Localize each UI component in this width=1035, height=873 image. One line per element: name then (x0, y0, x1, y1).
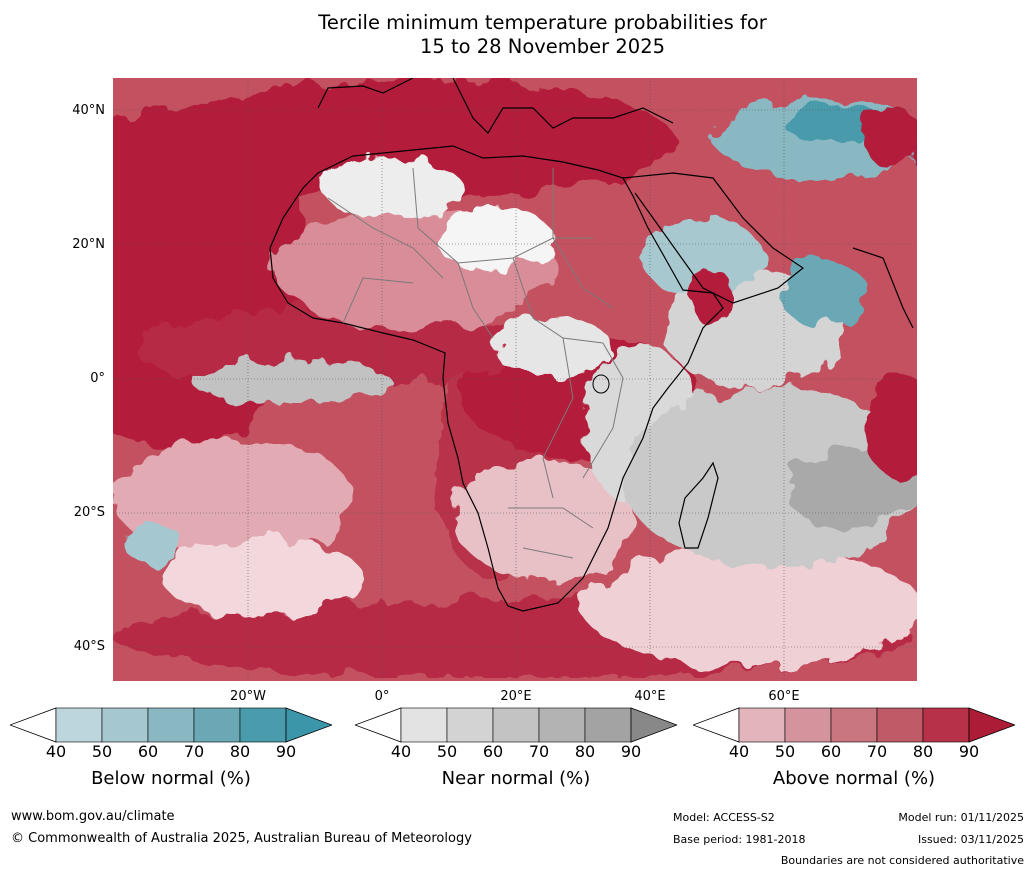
colorbar-tick-label: 70 (866, 742, 888, 761)
colorbar-tick-label: 80 (229, 742, 251, 761)
footer-base-period: Base period: 1981-2018 (673, 833, 806, 846)
colorbar-segment (101, 707, 149, 743)
footer-copyright: © Commonwealth of Australia 2025, Austra… (11, 831, 472, 846)
footer-model: Model: ACCESS-S2 (673, 811, 775, 824)
footer-disclaimer: Boundaries are not considered authoritat… (780, 854, 1024, 867)
probability-fields (113, 78, 917, 678)
colorbar-segment (922, 707, 970, 743)
colorbar-above-normal (693, 707, 1015, 743)
colorbar-segment (147, 707, 195, 743)
colorbar-title-below: Below normal (%) (91, 768, 251, 789)
colorbar-segment (239, 707, 287, 743)
africa-coastline (269, 145, 724, 612)
colorbar-tick-label: 90 (620, 742, 642, 761)
footer-issued: Issued: 03/11/2025 (917, 833, 1024, 846)
colorbar-segment (492, 707, 540, 743)
colorbar-extend-high (630, 707, 677, 743)
colorbar-tick-label: 80 (574, 742, 596, 761)
colorbar-tick-label: 70 (183, 742, 205, 761)
lat-label-20s: 20°S (73, 505, 105, 520)
colorbar-tick-label: 80 (912, 742, 934, 761)
colorbar-segment (876, 707, 924, 743)
colorbar-tick-label: 60 (820, 742, 842, 761)
colorbar-segment (538, 707, 586, 743)
lon-label-40e: 40°E (634, 689, 666, 704)
colorbar-extend-high (285, 707, 332, 743)
lake-victoria (592, 374, 610, 394)
colorbar-segment (830, 707, 878, 743)
country-borders (327, 167, 624, 559)
arabia-coastline (622, 172, 805, 304)
lat-label-20n: 20°N (72, 237, 105, 252)
colorbar-segment (446, 707, 494, 743)
map-title-line2: 15 to 28 November 2025 (419, 35, 666, 58)
lat-label-0: 0° (90, 371, 105, 386)
colorbar-tick-label: 60 (482, 742, 504, 761)
colorbar-tick-label: 50 (91, 742, 113, 761)
probability-map (113, 78, 917, 681)
colorbar-tick-label: 40 (390, 742, 412, 761)
india-coastline (852, 247, 914, 329)
colorbar-tick-label: 50 (436, 742, 458, 761)
colorbar-tick-label: 90 (958, 742, 980, 761)
colorbar-tick-label: 70 (528, 742, 550, 761)
colorbar-segment (738, 707, 786, 743)
colorbar-extend-low (10, 707, 57, 743)
graticule (113, 78, 917, 681)
colorbar-segment (193, 707, 241, 743)
colorbar-tick-label: 40 (45, 742, 67, 761)
map-title-line1: Tercile minimum temperature probabilitie… (318, 11, 767, 34)
lat-label-40n: 40°N (72, 103, 105, 118)
europe-coastline (317, 78, 674, 134)
colorbar-title-near: Near normal (%) (441, 768, 591, 789)
footer-website[interactable]: www.bom.gov.au/climate (11, 809, 175, 824)
colorbar-tick-label: 50 (774, 742, 796, 761)
colorbar-title-above: Above normal (%) (772, 768, 936, 789)
colorbar-segment (784, 707, 832, 743)
lon-label-20w: 20°W (230, 689, 266, 704)
colorbar-near-normal (355, 707, 677, 743)
colorbar-tick-label: 90 (275, 742, 297, 761)
colorbar-tick-label: 40 (728, 742, 750, 761)
colorbar-segment (400, 707, 448, 743)
colorbar-extend-high (968, 707, 1015, 743)
lon-label-0: 0° (374, 689, 390, 704)
lon-label-60e: 60°E (768, 689, 800, 704)
colorbar-extend-low (355, 707, 402, 743)
madagascar-coastline (678, 461, 719, 549)
lon-label-20e: 20°E (500, 689, 532, 704)
colorbar-segment (55, 707, 103, 743)
colorbar-extend-low (693, 707, 740, 743)
colorbar-tick-label: 60 (137, 742, 159, 761)
colorbar-segment (584, 707, 632, 743)
colorbar-below-normal (10, 707, 332, 743)
lat-label-40s: 40°S (73, 639, 105, 654)
footer-model-run: Model run: 01/11/2025 (898, 811, 1024, 824)
